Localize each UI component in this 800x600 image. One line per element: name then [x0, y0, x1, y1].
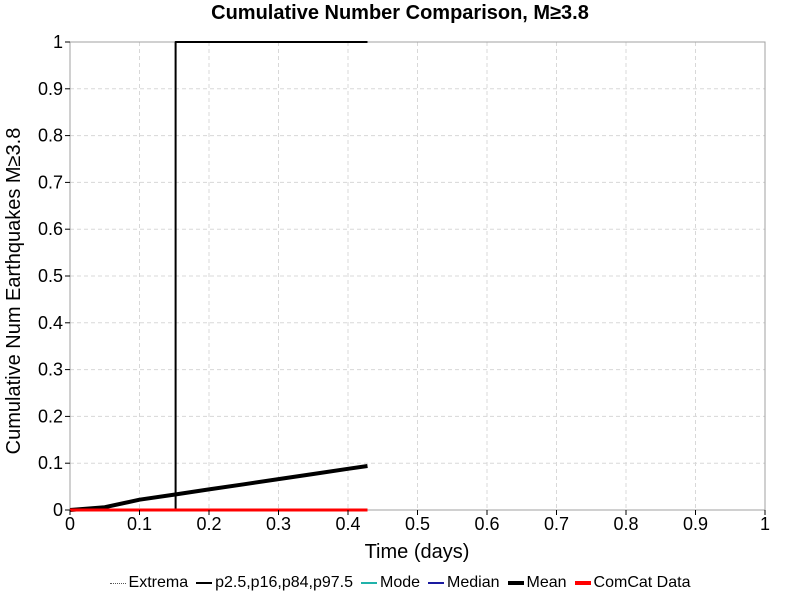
x-axis: 0 0.1 0.2 0.3 0.4 0.5 0.6 0.7 0.8 0.9 1	[65, 510, 770, 534]
y-tick-label: 0.6	[38, 219, 63, 239]
x-tick-label: 0.1	[127, 514, 152, 534]
x-tick-label: 0	[65, 514, 75, 534]
grid-lines	[70, 42, 765, 510]
legend-item-p2-5-p16-p84-p97-5: p2.5,p16,p84,p97.5	[196, 574, 353, 592]
y-tick-label: 0.1	[38, 453, 63, 473]
x-tick-label: 0.3	[266, 514, 291, 534]
legend-swatch	[428, 582, 445, 584]
legend-item-median: Median	[428, 574, 500, 592]
y-tick-label: 0.2	[38, 406, 63, 426]
legend-swatch	[574, 581, 591, 585]
y-tick-label: 0.5	[38, 266, 63, 286]
legend-item-mode: Mode	[361, 574, 420, 592]
series-layer	[69, 41, 368, 512]
y-tick-label: 0.4	[38, 313, 63, 333]
y-axis: 0 0.1 0.2 0.3 0.4 0.5 0.6 0.7 0.8 0.9 1	[38, 32, 70, 520]
legend-label: Median	[447, 574, 500, 591]
legend-swatch	[109, 582, 126, 584]
y-tick-label: 0.3	[38, 360, 63, 380]
y-axis-label: Cumulative Num Earthquakes M≥3.8	[3, 128, 25, 455]
legend-swatch	[361, 582, 377, 584]
legend-label: p2.5,p16,p84,p97.5	[215, 574, 353, 591]
x-tick-label: 1	[760, 514, 770, 534]
y-tick-label: 0.9	[38, 79, 63, 99]
series-mean	[69, 464, 368, 512]
chart-title: Cumulative Number Comparison, M≥3.8	[211, 2, 589, 24]
legend-label: ComCat Data	[593, 574, 691, 591]
legend-label: Mode	[380, 574, 421, 591]
y-tick-label: 0.7	[38, 172, 63, 192]
legend-label: Extrema	[128, 574, 189, 591]
y-tick-label: 0	[53, 500, 63, 520]
x-axis-label: Time (days)	[365, 541, 470, 563]
legend-swatch	[196, 582, 213, 584]
y-tick-label: 1	[53, 32, 63, 52]
legend-item-comcat-data: ComCat Data	[574, 574, 691, 592]
x-tick-label: 0.6	[474, 514, 499, 534]
x-tick-label: 0.4	[335, 514, 360, 534]
legend-swatch	[507, 581, 524, 585]
chart-legend: Extrema p2.5,p16,p84,p97.5 Mode Median Mean C…	[0, 572, 800, 594]
x-tick-label: 0.7	[544, 514, 569, 534]
x-tick-label: 0.5	[405, 514, 430, 534]
legend-item-extrema: Extrema	[109, 574, 189, 592]
x-tick-label: 0.9	[683, 514, 708, 534]
x-tick-label: 0.2	[196, 514, 221, 534]
y-tick-label: 0.8	[38, 126, 63, 146]
x-tick-label: 0.8	[613, 514, 638, 534]
legend-label: Mean	[526, 574, 567, 591]
legend-item-mean: Mean	[507, 574, 567, 592]
